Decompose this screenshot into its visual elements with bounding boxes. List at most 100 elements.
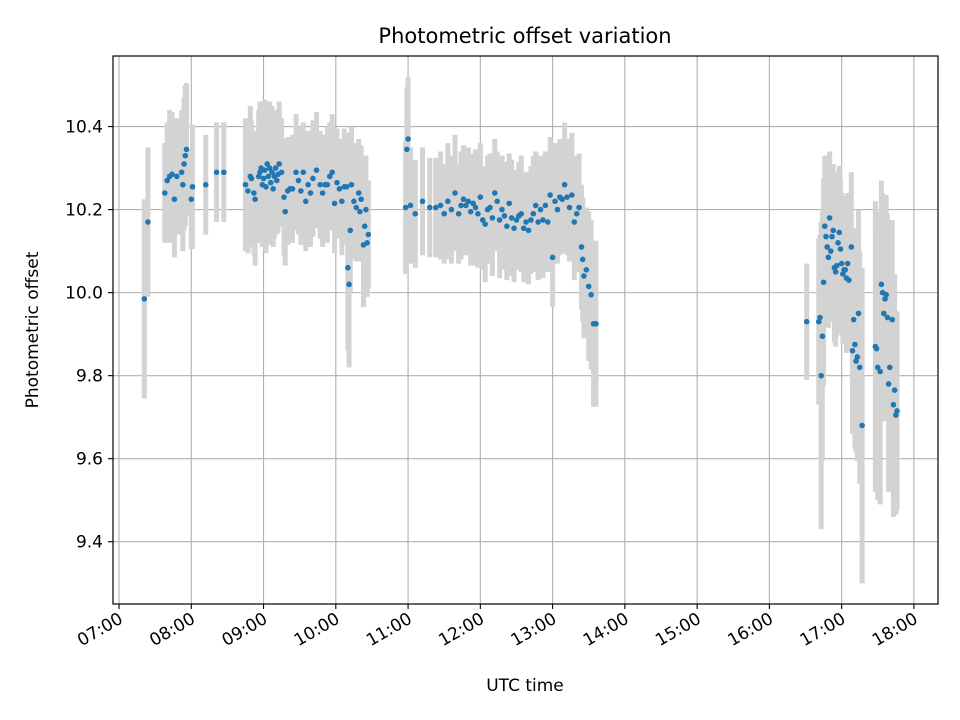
data-point — [145, 219, 151, 225]
y-tick-label: 10.0 — [65, 284, 103, 304]
data-point — [850, 316, 857, 323]
data-point — [293, 169, 299, 176]
y-axis-label: Photometric offset — [23, 251, 43, 408]
data-point — [189, 183, 196, 190]
data-point — [585, 283, 592, 290]
data-point — [836, 229, 843, 236]
data-point — [364, 240, 370, 246]
data-point — [499, 206, 505, 213]
y-tick-label: 10.4 — [65, 118, 103, 138]
data-point — [496, 217, 503, 223]
y-tick-label: 9.6 — [76, 450, 103, 470]
data-point — [513, 217, 520, 223]
data-point — [357, 208, 363, 215]
data-point — [549, 254, 556, 261]
data-point — [251, 190, 257, 196]
data-point — [432, 204, 439, 211]
data-point — [559, 196, 566, 203]
data-point — [823, 233, 829, 240]
data-point — [854, 354, 861, 360]
data-point — [270, 186, 276, 192]
data-point — [310, 175, 316, 182]
data-point — [537, 206, 544, 213]
data-point — [448, 206, 455, 213]
data-point — [508, 215, 515, 221]
data-point — [874, 364, 881, 371]
data-point — [242, 181, 249, 188]
data-point — [489, 215, 496, 221]
plot-frame — [112, 55, 939, 605]
data-point — [528, 217, 534, 223]
data-point — [343, 183, 350, 190]
data-point — [336, 186, 343, 192]
data-point — [849, 347, 856, 354]
data-point — [573, 210, 580, 217]
data-point — [452, 190, 458, 196]
data-point — [859, 422, 865, 429]
data-point — [506, 200, 513, 207]
y-tick-label: 9.8 — [76, 367, 103, 387]
data-point — [820, 279, 827, 286]
data-point — [487, 204, 493, 211]
data-point — [818, 372, 824, 379]
data-point — [803, 318, 810, 325]
data-point — [426, 204, 433, 211]
data-point — [856, 364, 863, 371]
data-point — [272, 165, 279, 171]
data-point — [826, 215, 833, 221]
data-point — [445, 198, 451, 205]
data-point — [441, 210, 448, 217]
data-point — [819, 333, 826, 340]
data-point — [289, 186, 296, 192]
data-point — [846, 277, 852, 283]
data-point — [825, 254, 832, 261]
data-point — [267, 179, 274, 186]
y-tick-label: 10.2 — [65, 201, 103, 221]
data-point — [300, 169, 307, 176]
data-point — [178, 169, 185, 176]
data-point — [339, 198, 345, 205]
data-point — [885, 381, 892, 387]
data-point — [523, 219, 529, 225]
data-point — [213, 169, 220, 176]
data-point — [838, 260, 845, 267]
data-point — [313, 167, 320, 173]
data-point — [583, 267, 590, 273]
data-point — [141, 296, 148, 302]
data-point — [844, 260, 851, 267]
data-point — [552, 198, 558, 205]
data-point — [569, 192, 575, 198]
data-point — [593, 320, 599, 327]
data-point — [542, 202, 549, 209]
data-point — [326, 173, 333, 180]
data-point — [402, 204, 409, 211]
data-point — [317, 181, 323, 188]
data-point — [169, 171, 175, 178]
data-point — [302, 198, 309, 205]
data-point — [307, 190, 314, 196]
data-point — [263, 183, 269, 190]
data-point — [491, 190, 498, 196]
data-point — [460, 196, 467, 203]
data-point — [535, 219, 541, 225]
data-point — [348, 181, 355, 188]
data-point — [561, 181, 568, 188]
data-point — [579, 256, 586, 263]
data-point — [295, 177, 302, 184]
data-point — [883, 291, 890, 298]
data-point — [261, 167, 268, 173]
data-point — [554, 206, 561, 213]
data-point — [305, 181, 311, 188]
data-point — [437, 202, 444, 209]
data-point — [828, 248, 834, 254]
data-point — [834, 262, 840, 269]
data-point — [334, 179, 340, 186]
data-point — [347, 227, 354, 234]
data-point — [829, 233, 835, 240]
data-point — [817, 314, 823, 321]
data-point — [324, 181, 331, 188]
data-point — [887, 364, 893, 371]
data-point — [252, 196, 258, 203]
data-point — [472, 204, 479, 211]
